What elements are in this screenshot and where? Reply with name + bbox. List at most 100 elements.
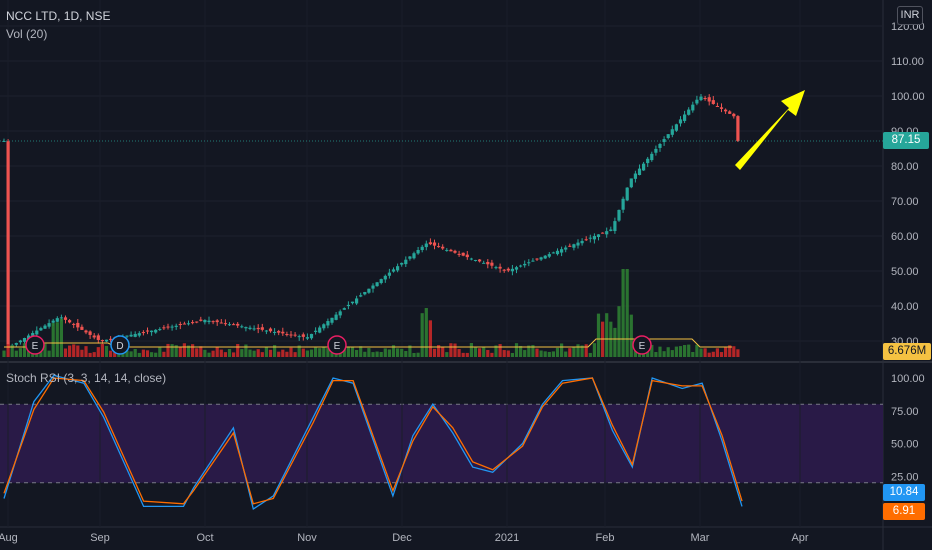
volume-bar (670, 350, 674, 357)
currency-badge[interactable]: INR (897, 6, 923, 25)
volume-bar (457, 349, 461, 357)
time-tick-label: Sep (90, 532, 110, 544)
time-tick-label: Apr (791, 532, 808, 544)
candle-body (346, 304, 350, 307)
volume-bar (227, 348, 232, 357)
volume-bar (232, 352, 236, 357)
candle-body (514, 267, 519, 270)
volume-bar (297, 345, 301, 357)
volume-bar (666, 347, 670, 357)
candle-body (687, 109, 691, 115)
candle-body (309, 333, 314, 339)
volume-bar (309, 349, 314, 357)
candle-body (367, 288, 371, 293)
time-tick-label: Dec (392, 532, 412, 544)
volume-bar (387, 349, 391, 357)
volume-bar (318, 348, 322, 357)
volume-bar (375, 351, 379, 357)
candle-body (109, 338, 113, 340)
candle-body (281, 331, 285, 334)
candle-body (387, 272, 391, 276)
candle-body (154, 329, 158, 333)
stoch-d-line (3, 377, 743, 505)
candle-body (145, 330, 150, 332)
candle-body (728, 111, 732, 114)
candle-body (650, 153, 654, 161)
volume-bar (63, 348, 68, 357)
candle-body (420, 246, 424, 251)
candle-body (609, 229, 613, 231)
volume-bar (211, 350, 215, 357)
candle-body (432, 242, 437, 246)
volume-bar (674, 346, 678, 357)
volume-bar (277, 351, 281, 357)
candle-body (592, 236, 596, 240)
candle-body (674, 124, 678, 131)
volume-bar (441, 346, 445, 357)
volume-bar (531, 345, 535, 357)
candle-body (670, 129, 674, 135)
volume-bar (203, 349, 207, 357)
candle-body (150, 330, 154, 333)
candle-body (318, 327, 322, 333)
candle-body (27, 335, 31, 340)
volume-bar (2, 350, 6, 357)
candle-body (658, 144, 662, 148)
candle-body (363, 291, 367, 295)
candle-body (174, 325, 178, 327)
volume-bar (523, 350, 527, 357)
stoch-tick-label: 100.00 (891, 373, 925, 385)
volume-bar (400, 348, 404, 357)
volume-bar (584, 344, 588, 357)
volume-bar (453, 343, 457, 357)
volume-bar (154, 352, 158, 357)
candle-body (203, 320, 207, 323)
volume-bar (514, 343, 519, 357)
candle-body (732, 113, 736, 117)
volume-bar (449, 343, 453, 357)
candle-body (543, 255, 547, 259)
candle-body (560, 249, 564, 253)
volume-bar (109, 350, 113, 357)
candle-body (178, 324, 182, 326)
candle-body (613, 221, 617, 232)
volume-bar (215, 347, 219, 357)
time-tick-label: Nov (297, 532, 317, 544)
volume-bar (658, 346, 662, 357)
candle-body (207, 320, 211, 323)
candle-body (605, 231, 609, 235)
candle-body (43, 325, 47, 329)
volume-bar (6, 344, 10, 357)
volume-bar (383, 348, 387, 357)
volume-bar (519, 345, 523, 357)
stoch-rsi-legend[interactable]: Stoch RSI (3, 3, 14, 14, close) (6, 371, 167, 385)
volume-bar (404, 350, 408, 357)
volume-bar (580, 345, 584, 357)
volume-bar (191, 344, 195, 357)
candle-body (301, 334, 305, 337)
candle-body (707, 97, 711, 102)
candle-body (703, 97, 707, 100)
volume-tag: 6.676M (883, 343, 931, 360)
candle-body (88, 331, 92, 335)
candle-body (428, 242, 432, 245)
candle-body (555, 250, 560, 255)
candle-body (391, 269, 396, 272)
volume-bar (650, 344, 654, 357)
event-marker (327, 335, 347, 355)
candle-body (646, 158, 650, 164)
volume-bar (199, 346, 203, 357)
volume-legend[interactable]: Vol (20) (6, 27, 48, 41)
volume-bar (719, 352, 724, 357)
candle-body (633, 173, 637, 179)
volume-bar (92, 352, 96, 357)
time-tick-label: Aug (0, 532, 18, 544)
symbol-title[interactable]: NCC LTD, 1D, NSE (6, 9, 111, 23)
candle-body (314, 330, 318, 332)
candle-body (305, 337, 309, 339)
volume-bar (654, 352, 658, 357)
time-tick-label: Oct (196, 532, 213, 544)
candle-body (182, 323, 186, 325)
